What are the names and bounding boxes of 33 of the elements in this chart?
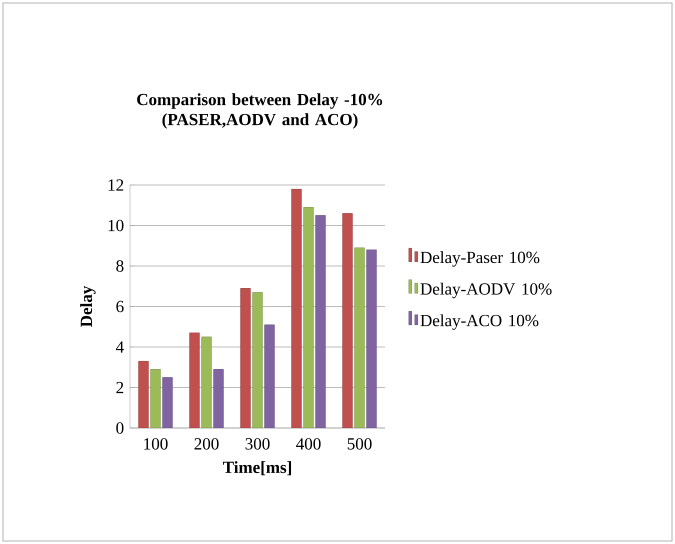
bar — [189, 332, 200, 428]
bar — [303, 207, 314, 428]
legend-label: Delay-ACO 10% — [420, 314, 538, 330]
bar — [354, 248, 365, 428]
y-axis-title: Delay — [80, 286, 96, 327]
legend-label: Delay-AODV 10% — [420, 282, 552, 298]
bar — [162, 377, 173, 428]
bar — [138, 360, 149, 428]
x-tick-label: 400 — [296, 438, 321, 450]
bar — [366, 250, 377, 428]
bar — [201, 336, 212, 428]
y-tick-label: 12 — [108, 179, 124, 191]
bar — [264, 324, 275, 428]
bar — [252, 292, 263, 428]
bar — [240, 288, 251, 428]
legend-label: Delay-Paser 10% — [420, 251, 540, 267]
y-tick-label: 8 — [116, 260, 124, 272]
x-tick-label: 100 — [144, 438, 168, 450]
x-tick-label: 200 — [194, 438, 219, 450]
bar — [315, 215, 326, 428]
bar — [150, 369, 161, 428]
bar — [213, 369, 224, 428]
bar — [291, 188, 302, 428]
x-tick-label: 300 — [246, 438, 270, 450]
y-tick-label: 6 — [116, 300, 124, 312]
y-tick-label: 10 — [108, 220, 124, 232]
bar — [342, 213, 353, 428]
x-axis-title: Time[ms] — [222, 461, 292, 476]
y-tick-label: 4 — [116, 341, 124, 353]
y-tick-label: 0 — [116, 422, 124, 434]
chart-title: Comparison between Delay -10% (PASER,AODV and ACO) — [137, 93, 382, 129]
x-tick-label: 500 — [348, 438, 372, 450]
y-tick-label: 2 — [116, 382, 124, 394]
